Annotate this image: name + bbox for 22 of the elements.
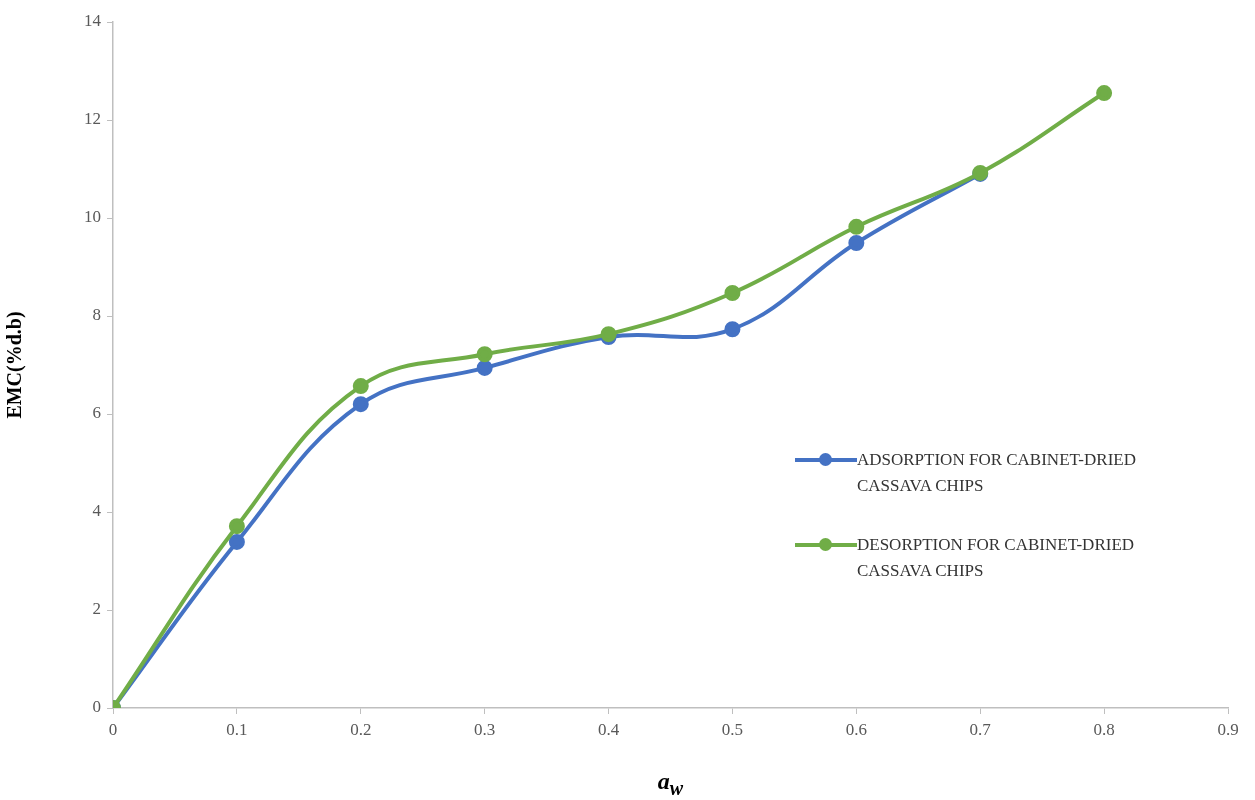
y-tick-label: 8 [92,305,101,325]
y-tick-label: 14 [84,11,102,31]
x-tick-label: 0 [108,719,118,739]
x-tick-label: 0.6 [845,719,867,739]
x-tick-label: 0.9 [1217,719,1239,739]
y-tick-label: 2 [92,599,101,619]
y-axis-title: EMC(%d.b) [3,311,27,419]
x-tick-label: 0.7 [969,719,992,739]
y-tick-label: 10 [84,207,101,227]
x-axis-title: a$_{w}$ [656,768,685,800]
legend-label: ADSORPTION FOR CABINET-DRIED CASSAVA CHIPS [857,449,1137,497]
legend-label: DESORPTION FOR CABINET-DRIED CASSAVA CHIPS [857,534,1136,582]
x-tick-label: 0.1 [226,719,248,739]
y-tick-label: 12 [84,109,101,129]
x-tick-label: 0.4 [597,719,620,739]
y-tick-label: 6 [92,403,101,423]
y-tick-label: 4 [92,501,102,521]
x-tick-label: 0.8 [1093,719,1115,739]
y-tick-label: 0 [92,697,101,717]
x-tick-label: 0.5 [721,719,744,739]
x-tick-label: 0.3 [474,719,496,739]
x-tick-label: 0.2 [350,719,372,739]
